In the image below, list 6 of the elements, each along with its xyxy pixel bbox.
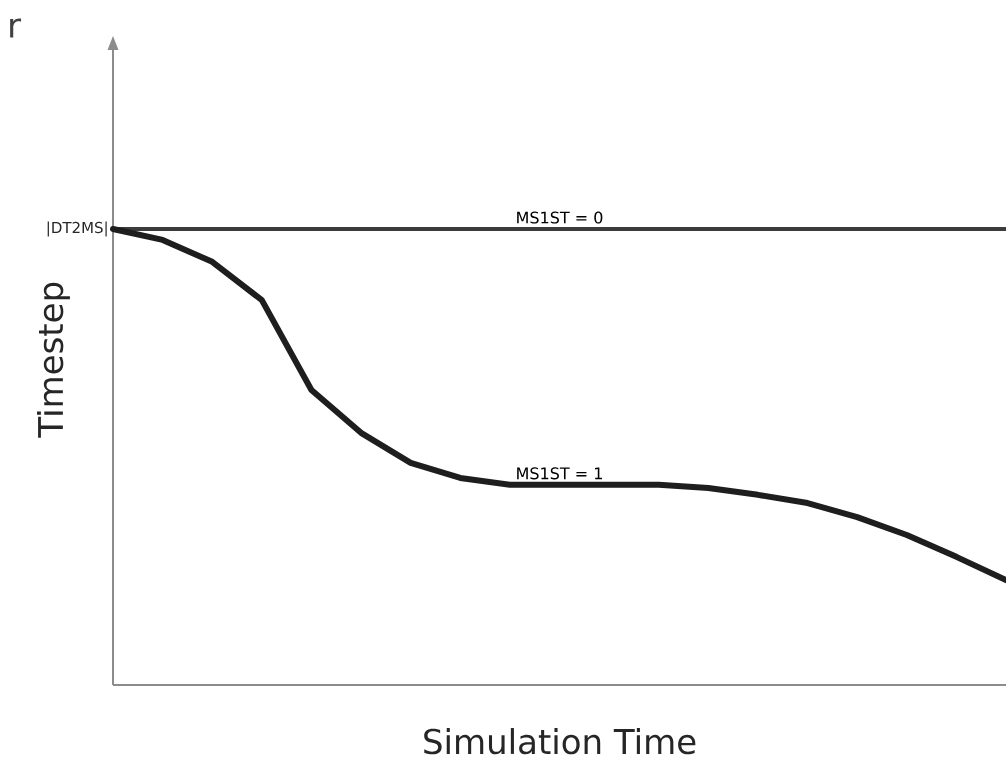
- chart-title: r: [10, 18, 22, 38]
- series-label: MS1ST = 1: [517, 467, 602, 480]
- y-axis-title: Timestep: [37, 282, 70, 438]
- x-axis-title: Simulation Time: [424, 728, 696, 755]
- text: |DT2MS|: [47, 221, 107, 237]
- series-label: MS1ST = 0: [517, 211, 603, 224]
